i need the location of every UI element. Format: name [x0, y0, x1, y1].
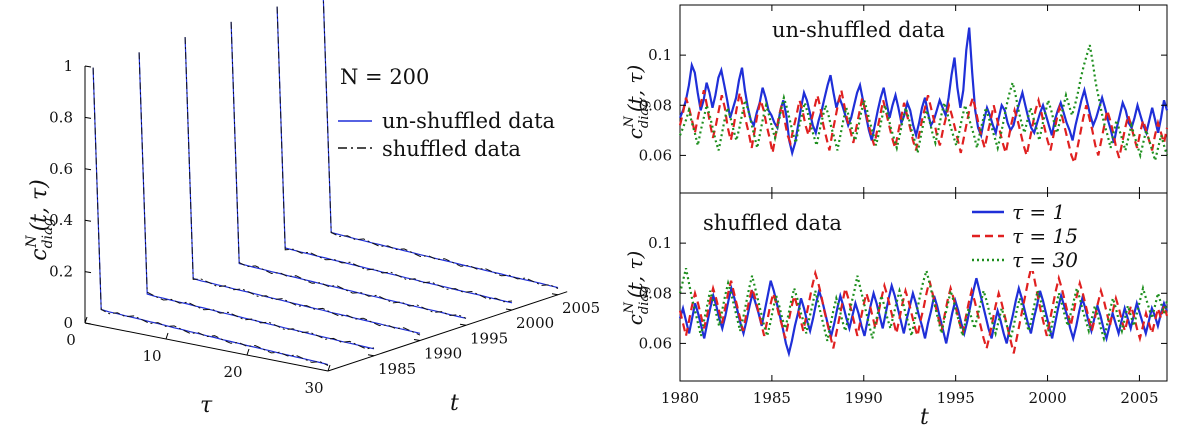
tau-tick-label: 30	[304, 379, 323, 397]
series-line-15	[678, 265, 1169, 354]
left-t-axis-label: t	[450, 391, 459, 416]
shuffled-curve-1995	[230, 21, 467, 319]
unshuffled-curve-1985	[138, 52, 375, 350]
z-tick-mark	[84, 322, 92, 325]
t-axis-line	[327, 291, 568, 372]
x-tick-label: 1990	[845, 389, 883, 407]
legend-background	[966, 197, 1082, 271]
series-line-1	[678, 277, 1169, 358]
y-tick-label: 0.1	[648, 234, 672, 252]
left-series-lines	[92, 0, 559, 366]
shuffled-curve-2000	[276, 6, 513, 303]
bottom-right-y-label: cdiagN(t, τ)	[622, 251, 652, 326]
tau-tick-label: 0	[66, 331, 76, 349]
z-tick-label: 0.4	[49, 211, 73, 229]
y-tick-label: 0.06	[639, 334, 672, 352]
left-axes	[84, 65, 568, 372]
top-right-series	[678, 27, 1169, 167]
top-right-y-label: cdiagN(t, τ)	[622, 65, 652, 140]
shuffled-curve-2005	[322, 0, 559, 289]
legend-label-2: τ = 30	[1012, 248, 1078, 272]
z-tick-label: 0.2	[49, 263, 73, 281]
bottom-right-chart: 0.06 0.08 0.1 1980 1985 1990 1995 2000 2005 shuf…	[622, 192, 1169, 429]
t-tick-mark	[505, 308, 513, 311]
top-right-chart: 0.06 0.08 0.1 un-shuffled data cdiagN(t, τ…	[622, 4, 1169, 194]
x-tick-label: 1980	[661, 389, 699, 407]
series-line-1	[678, 27, 1169, 158]
unshuffled-curve-1980	[92, 67, 329, 366]
left-z-axis-label: cdiagN(t, τ)	[24, 179, 56, 261]
top-right-title: un-shuffled data	[772, 18, 945, 42]
x-tick-label: 1995	[937, 389, 975, 407]
z-tick-mark	[84, 271, 92, 274]
x-tick-label: 2000	[1028, 389, 1066, 407]
shuffled-curve-1980	[92, 67, 329, 366]
legend-label-0: τ = 1	[1012, 200, 1065, 224]
y-tick-label: 0.1	[648, 46, 672, 64]
series-line-15	[678, 89, 1169, 167]
series-line-30	[678, 44, 1169, 165]
z-tick-label: 0.8	[49, 108, 73, 126]
bottom-right-x-label: t	[920, 405, 929, 429]
x-tick-label: 1985	[753, 389, 791, 407]
z-tick-label: 0.6	[49, 160, 73, 178]
z-tick-label: 1	[63, 57, 73, 75]
series-line-30	[678, 266, 1169, 343]
t-tick-mark	[367, 354, 375, 357]
bottom-right-legend: τ = 1τ = 15τ = 30	[966, 197, 1082, 272]
y-tick-label: 0.08	[639, 96, 672, 114]
left-tick-labels: 00.20.40.60.8101020301985199019952000200…	[49, 57, 600, 397]
legend-label-shuffled: shuffled data	[382, 137, 521, 161]
legend-label-1: τ = 15	[1012, 224, 1078, 248]
bottom-right-plot-frame	[679, 192, 1168, 382]
y-tick-label: 0.08	[639, 284, 672, 302]
left-tau-axis-label: τ	[200, 393, 213, 418]
tau-tick-mark	[165, 332, 169, 340]
t-tick-label: 2005	[562, 299, 600, 317]
tau-tick-mark	[84, 316, 88, 324]
z-tick-mark	[84, 168, 92, 171]
z-tick-label: 0	[63, 314, 73, 332]
t-tick-label: 1995	[470, 329, 508, 347]
z-tick-mark	[84, 65, 92, 68]
bottom-right-series	[678, 265, 1169, 358]
shuffled-curve-1990	[184, 37, 421, 336]
t-tick-label: 1985	[378, 360, 416, 378]
bottom-right-title: shuffled data	[703, 211, 842, 235]
z-tick-mark	[84, 116, 92, 119]
tau-tick-label: 10	[142, 347, 161, 365]
t-tick-label: 1990	[424, 345, 462, 363]
tau-tick-mark	[327, 364, 331, 372]
left-annotation: N = 200	[340, 65, 429, 89]
legend-label-unshuffled: un-shuffled data	[382, 109, 555, 133]
left-3d-chart: 00.20.40.60.8101020301985199019952000200…	[24, 0, 600, 418]
shuffled-curve-1985	[138, 52, 375, 350]
tau-tick-mark	[246, 348, 250, 356]
bottom-right-ticks: 0.06 0.08 0.1 1980 1985 1990 1995 2000 2005	[639, 193, 1167, 407]
t-tick-mark	[459, 323, 467, 326]
z-tick-mark	[84, 219, 92, 222]
top-right-ticks: 0.06 0.08 0.1	[639, 5, 1167, 193]
tau-tick-label: 20	[223, 363, 242, 381]
t-tick-mark	[413, 339, 421, 341]
tau-axis-line	[84, 322, 329, 372]
x-tick-label: 2005	[1120, 389, 1158, 407]
t-tick-mark	[551, 293, 559, 296]
t-tick-label: 2000	[516, 314, 554, 332]
y-tick-label: 0.06	[639, 146, 672, 164]
